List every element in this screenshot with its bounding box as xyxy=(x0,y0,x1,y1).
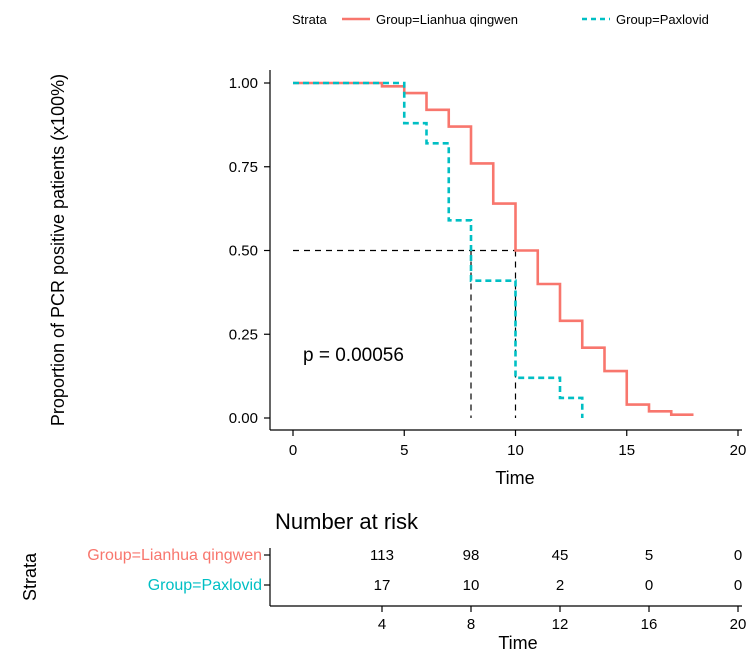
y-tick-label: 1.00 xyxy=(229,75,258,92)
y-ticks: 0.00 0.25 0.50 0.75 1.00 xyxy=(229,75,270,427)
y-tick-label: 0.00 xyxy=(229,410,258,427)
x-tick-label: 20 xyxy=(730,442,747,459)
risk-x-tick-label: 16 xyxy=(641,616,658,633)
x-tick-label: 5 xyxy=(400,442,408,459)
risk-strata-label: Strata xyxy=(20,552,40,601)
risk-x-axis-title: Time xyxy=(498,633,537,653)
survival-curve-paxlovid xyxy=(293,81,584,418)
risk-table-rows: Group=Lianhua qingwen 113 98 45 5 0 Group=Paxl… xyxy=(87,547,742,594)
x-tick-label: 15 xyxy=(618,442,635,459)
risk-value: 10 xyxy=(463,577,480,594)
risk-x-tick-label: 4 xyxy=(378,616,386,633)
x-tick-label: 0 xyxy=(289,442,297,459)
p-value-annotation: p = 0.00056 xyxy=(303,345,404,366)
risk-value: 0 xyxy=(734,547,742,564)
risk-x-tick-label: 20 xyxy=(730,616,747,633)
risk-value: 0 xyxy=(734,577,742,594)
risk-value: 98 xyxy=(463,547,480,564)
legend-title: Strata xyxy=(292,12,327,27)
survival-curves xyxy=(293,81,694,418)
x-tick-label: 10 xyxy=(507,442,524,459)
y-tick-label: 0.25 xyxy=(229,326,258,343)
risk-row-label: Group=Paxlovid xyxy=(148,577,262,594)
legend-label-lianhua: Group=Lianhua qingwen xyxy=(376,12,518,27)
y-axis-title: Proportion of PCR positive patients (x10… xyxy=(48,74,68,426)
survival-curve-lianhua xyxy=(293,81,694,416)
risk-x-ticks: 4 8 12 16 20 xyxy=(378,606,747,633)
risk-value: 5 xyxy=(645,547,653,564)
y-tick-label: 0.75 xyxy=(229,159,258,176)
median-reference-lines xyxy=(293,249,517,418)
risk-x-tick-label: 8 xyxy=(467,616,475,633)
risk-table-title: Number at risk xyxy=(275,509,419,534)
risk-value: 17 xyxy=(374,577,391,594)
x-ticks: 0 5 10 15 20 xyxy=(289,430,747,459)
risk-value: 0 xyxy=(645,577,653,594)
x-axis-title: Time xyxy=(495,468,534,488)
y-tick-label: 0.50 xyxy=(229,243,258,260)
legend: Strata Group=Lianhua qingwen Group=Paxlo… xyxy=(292,12,709,27)
risk-value: 2 xyxy=(556,577,564,594)
risk-value: 45 xyxy=(552,547,569,564)
risk-x-tick-label: 12 xyxy=(552,616,569,633)
risk-row-label: Group=Lianhua qingwen xyxy=(87,547,262,564)
legend-label-paxlovid: Group=Paxlovid xyxy=(616,12,709,27)
risk-value: 113 xyxy=(370,547,394,564)
